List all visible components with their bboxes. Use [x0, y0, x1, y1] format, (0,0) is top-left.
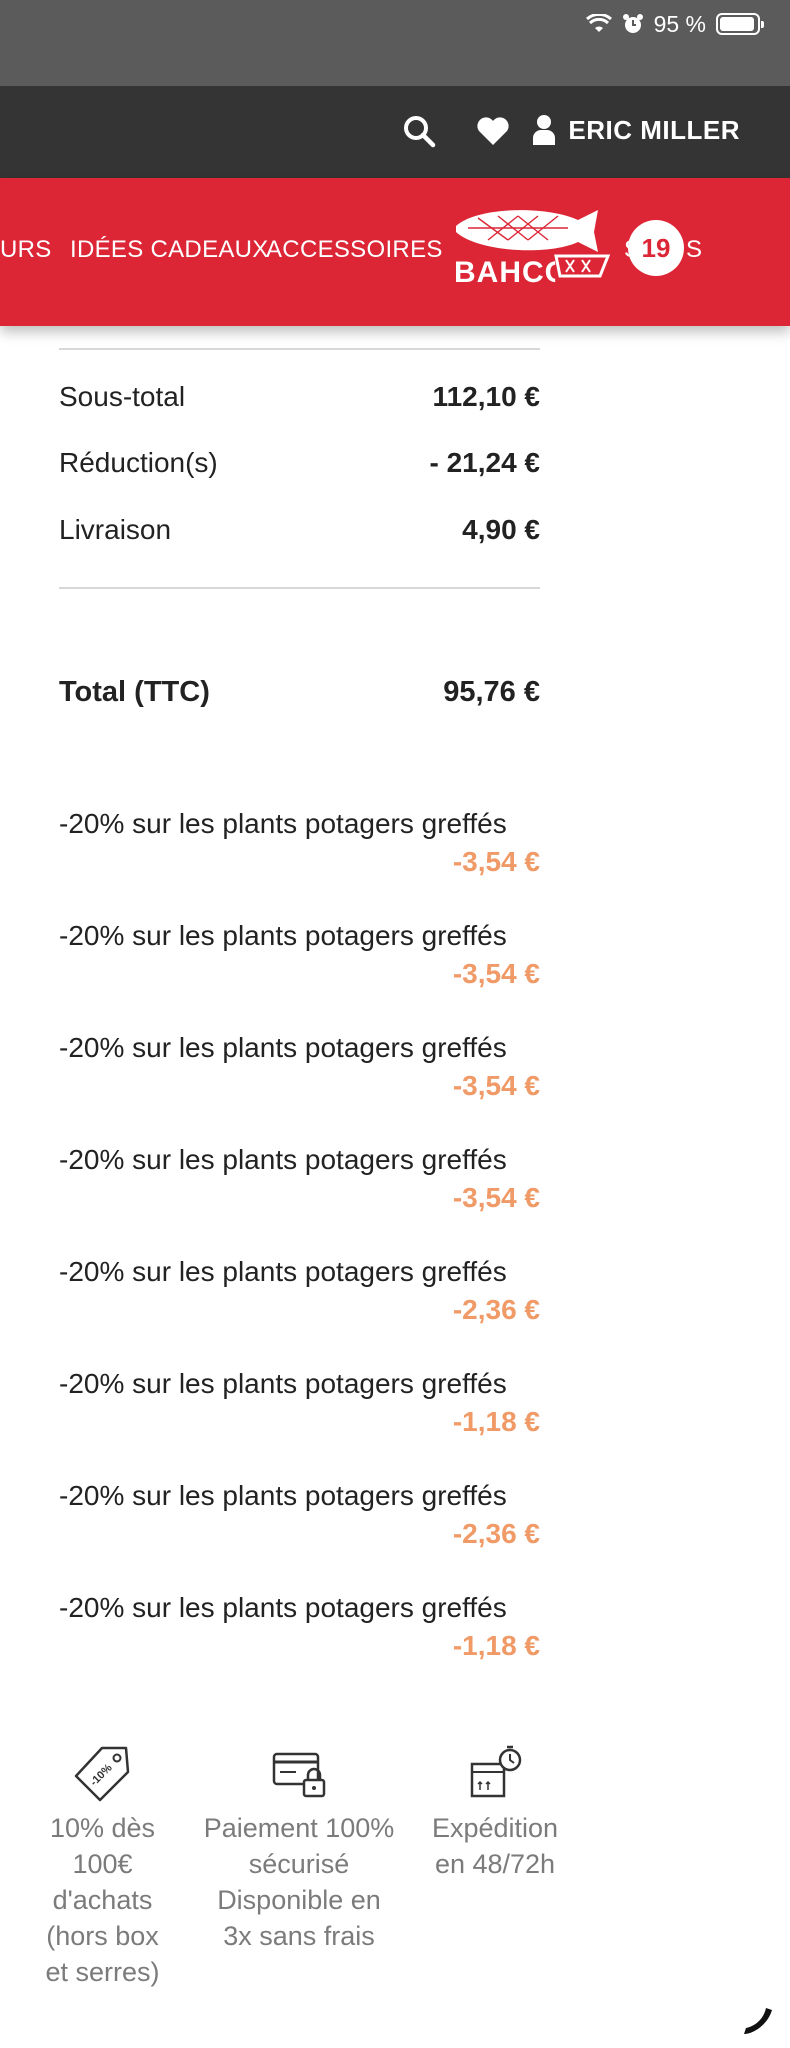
alarm-icon — [622, 14, 643, 33]
cart-count-badge[interactable]: 19 — [628, 220, 684, 276]
feature-text-line: Disponible en — [217, 1885, 381, 1915]
discount-item: -20% sur les plants potagers greffés -3,… — [59, 808, 540, 878]
logo-text: BAHCO — [454, 256, 569, 289]
shipping-row: Livraison 4,90 € — [59, 514, 540, 546]
discount-label: -20% sur les plants potagers greffés — [59, 1368, 507, 1399]
summary-top-divider — [59, 348, 540, 350]
status-bar: 95 % — [0, 0, 790, 86]
feature-secure-payment: Paiement 100% sécurisé Disponible en 3x … — [196, 1742, 402, 1954]
discount-label: -20% sur les plants potagers greffés — [59, 1032, 507, 1063]
discount-value: -3,54 € — [452, 1182, 540, 1213]
feature-text-line: 10% dès — [49, 1813, 156, 1843]
total-label: Total (TTC) — [59, 676, 210, 708]
feature-text-line: (hors box — [46, 1921, 159, 1951]
feature-text-line: en 48/72h — [434, 1849, 556, 1879]
heart-icon[interactable] — [476, 116, 510, 146]
subtotal-row: Sous-total 112,10 € — [59, 381, 540, 413]
feature-text-line: 100€ — [72, 1849, 133, 1879]
feature-text-line: 3x sans frais — [223, 1921, 375, 1951]
user-icon — [533, 115, 556, 145]
discount-label: -20% sur les plants potagers greffés — [59, 920, 507, 951]
shipping-label: Livraison — [59, 514, 172, 545]
discount-label: -20% sur les plants potagers greffés — [59, 1480, 507, 1511]
logo-fish-graphic — [456, 210, 611, 278]
discount-value: -3,54 € — [452, 958, 540, 989]
shipping-value: 4,90 € — [462, 514, 540, 545]
discount-item: -20% sur les plants potagers greffés -2,… — [59, 1256, 540, 1326]
discount-value: -1,18 € — [452, 1406, 540, 1437]
reduction-row: Réduction(s) - 21,24 € — [59, 447, 540, 479]
subtotal-value: 112,10 € — [432, 381, 540, 412]
subtotal-label: Sous-total — [59, 381, 186, 412]
feature-text-line: sécurisé — [248, 1849, 350, 1879]
wifi-icon — [585, 14, 612, 32]
discount-item: -20% sur les plants potagers greffés -1,… — [59, 1368, 540, 1438]
nav-item-partial[interactable]: URS — [0, 236, 52, 263]
feature-text-line: Expédition — [431, 1813, 559, 1843]
search-icon[interactable] — [402, 114, 436, 148]
top-header: ERIC MILLER — [0, 86, 790, 178]
discount-label: -20% sur les plants potagers greffés — [59, 1592, 507, 1623]
discount-item: -20% sur les plants potagers greffés -1,… — [59, 1592, 540, 1662]
main-nav: URS IDÉES CADEAUX ACCESSOIRES S S BAHCO … — [0, 178, 790, 326]
nav-item-accessories[interactable]: ACCESSOIRES — [266, 236, 443, 263]
shipping-box-icon — [470, 1745, 522, 1798]
total-value: 95,76 € — [443, 676, 540, 708]
user-account-link[interactable]: ERIC MILLER — [532, 114, 740, 146]
secure-card-icon — [272, 1752, 326, 1798]
discount-label: -20% sur les plants potagers greffés — [59, 1144, 507, 1175]
user-name: ERIC MILLER — [568, 114, 740, 145]
status-indicators: 95 % — [585, 10, 764, 38]
feature-text-line: Paiement 100% — [203, 1813, 395, 1843]
discount-value: -3,54 € — [452, 1070, 540, 1101]
discount-label: -20% sur les plants potagers greffés — [59, 808, 507, 839]
phone-icon[interactable] — [740, 2004, 776, 2038]
feature-text-line: d'achats — [52, 1885, 153, 1915]
battery-icon — [716, 13, 764, 35]
tag-text: -10% — [87, 1762, 114, 1789]
nav-item-gift-ideas[interactable]: IDÉES CADEAUX — [70, 236, 269, 263]
discount-value: -2,36 € — [452, 1294, 540, 1325]
price-tag-icon: -10% — [74, 1746, 129, 1802]
reduction-value: - 21,24 € — [429, 447, 540, 478]
discount-value: -1,18 € — [452, 1630, 540, 1661]
discount-value: -2,36 € — [452, 1518, 540, 1549]
feature-shipping: Expédition en 48/72h — [420, 1742, 570, 1882]
discount-item: -20% sur les plants potagers greffés -2,… — [59, 1480, 540, 1550]
discount-item: -20% sur les plants potagers greffés -3,… — [59, 1032, 540, 1102]
discount-label: -20% sur les plants potagers greffés — [59, 1256, 507, 1287]
discount-item: -20% sur les plants potagers greffés -3,… — [59, 1144, 540, 1214]
feature-discount: -10% 10% dès 100€ d'achats (hors box et … — [30, 1742, 175, 1990]
discount-item: -20% sur les plants potagers greffés -3,… — [59, 920, 540, 990]
feature-text-line: et serres) — [45, 1957, 160, 1987]
summary-bottom-divider — [59, 587, 540, 589]
battery-percentage: 95 % — [653, 10, 706, 37]
total-row: Total (TTC) 95,76 € — [59, 676, 540, 709]
nav-item-partial-right[interactable]: S — [686, 236, 703, 263]
bahco-logo[interactable]: BAHCO — [448, 198, 618, 303]
discount-value: -3,54 € — [452, 846, 540, 877]
reduction-label: Réduction(s) — [59, 447, 218, 478]
